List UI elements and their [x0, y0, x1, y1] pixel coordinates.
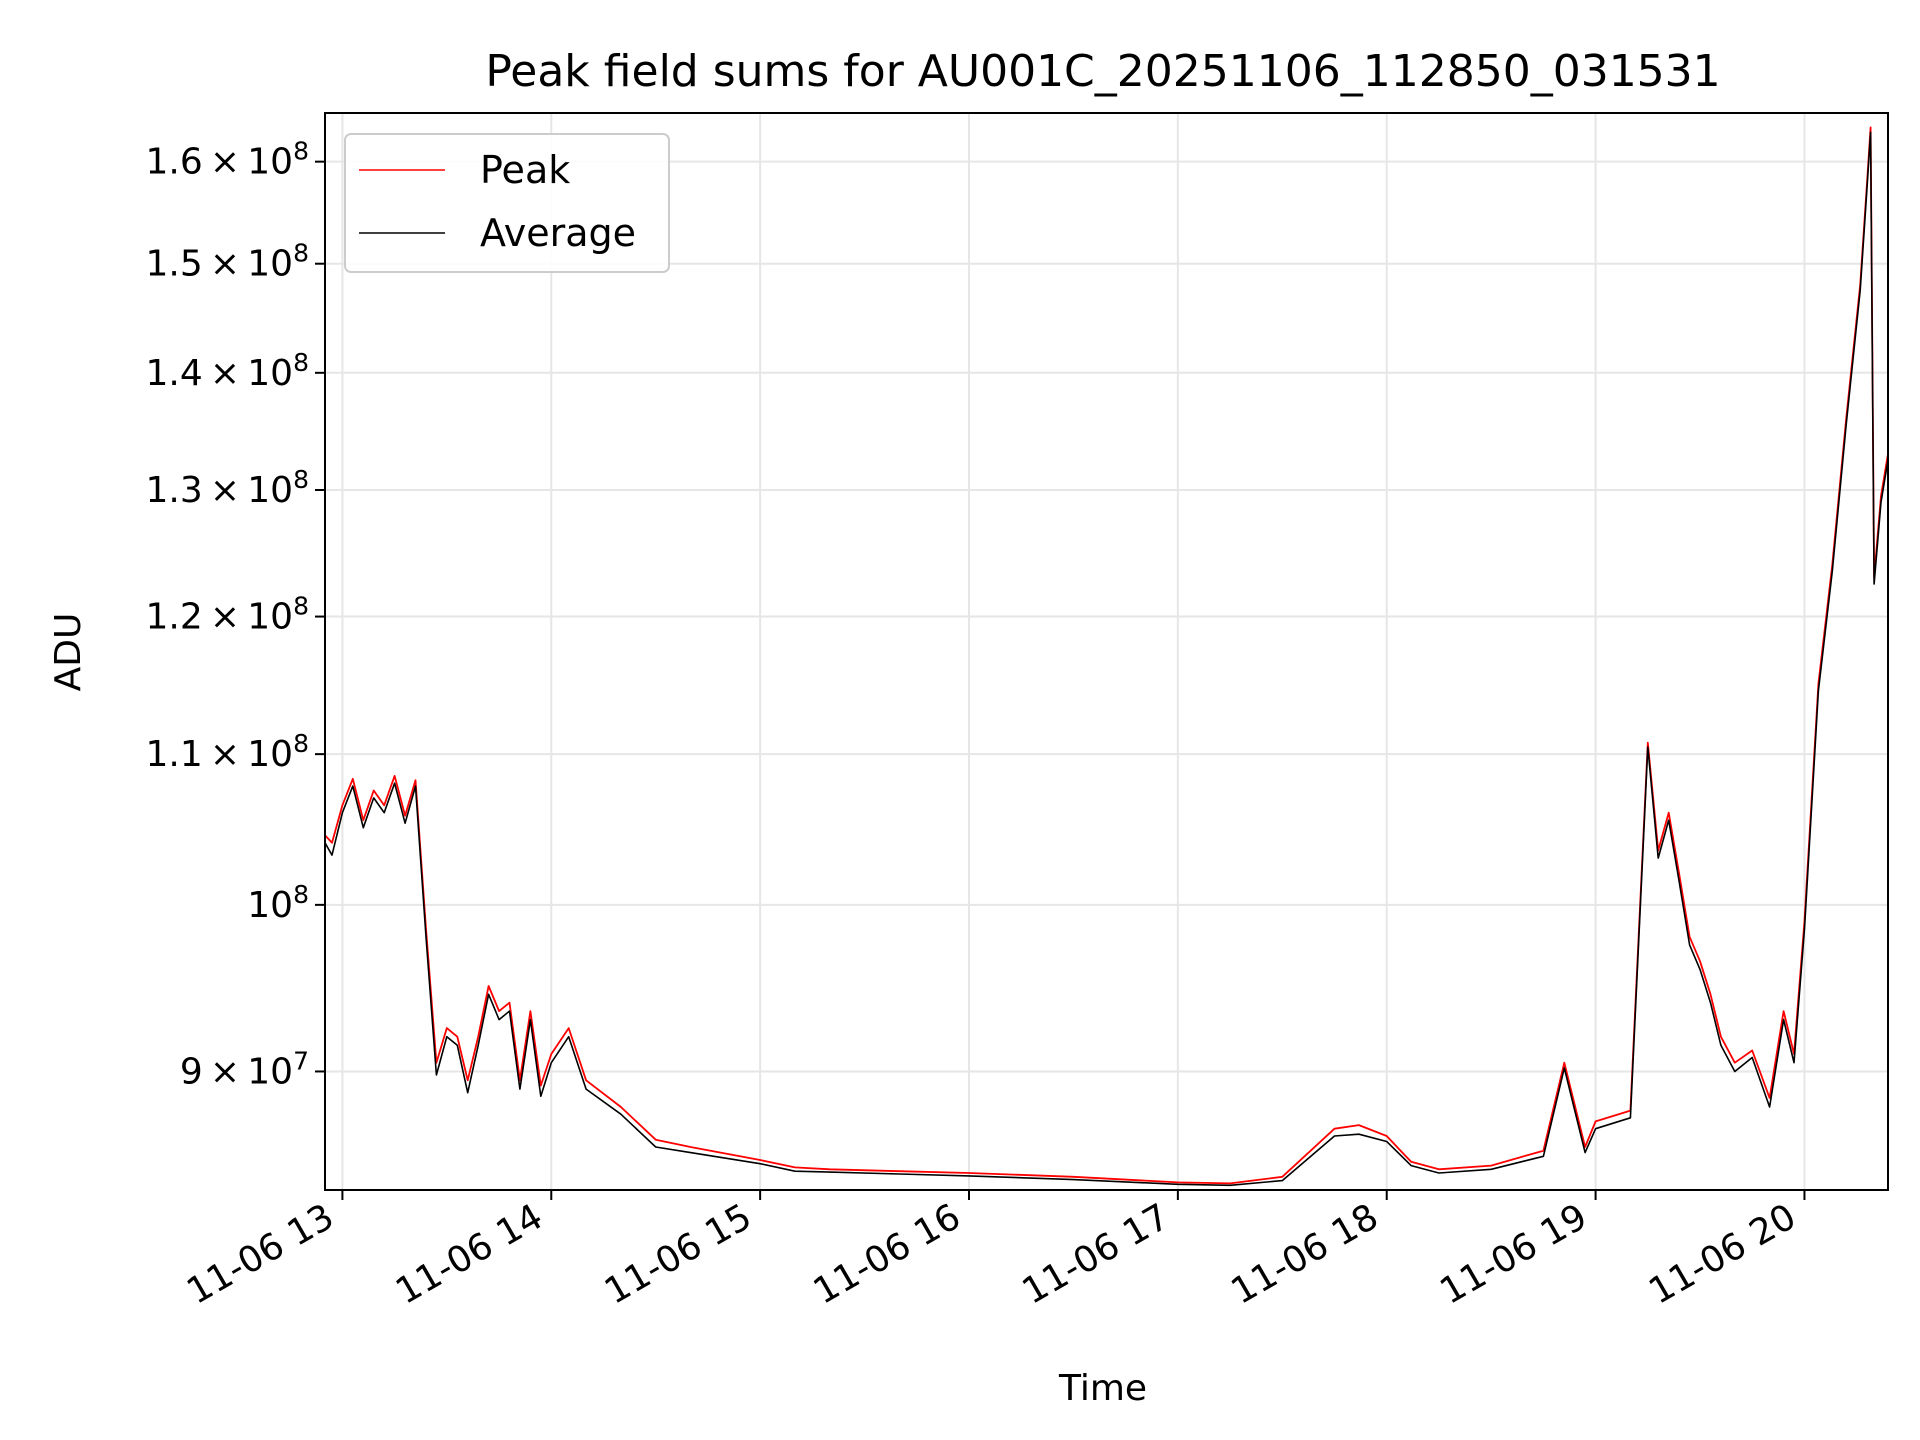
x-axis-label: Time: [1058, 1368, 1147, 1409]
plot-series: [324, 126, 1889, 1187]
legend-label-average: Average: [480, 211, 636, 255]
grid: [325, 113, 1888, 1190]
y-tick-label: 1.6 × 108: [145, 137, 309, 183]
y-axis-ticks: 9 × 107 108 1.1 × 108 1.2 × 108 1.3 × 108 1.4…: [145, 137, 325, 1092]
y-tick-label: 1.5 × 108: [145, 239, 309, 285]
y-tick-label: 9 × 107: [180, 1046, 309, 1092]
y-tick-label: 1.2 × 108: [145, 592, 309, 638]
plot-frame: [324, 112, 1889, 1191]
series-line-peak: [324, 126, 1889, 1185]
y-tick-label: 108: [247, 880, 309, 926]
series-line-average: [324, 131, 1889, 1187]
y-tick-label: 1.3 × 108: [145, 465, 309, 511]
legend: Peak Average: [344, 133, 670, 273]
y-tick-label: 1.1 × 108: [145, 729, 309, 775]
y-tick-label: 1.4 × 108: [145, 348, 309, 394]
chart-title: Peak field sums for AU001C_20251106_1128…: [485, 46, 1720, 97]
y-axis-label: ADU: [48, 613, 89, 692]
legend-label-peak: Peak: [480, 148, 570, 192]
legend-box: [344, 133, 670, 273]
